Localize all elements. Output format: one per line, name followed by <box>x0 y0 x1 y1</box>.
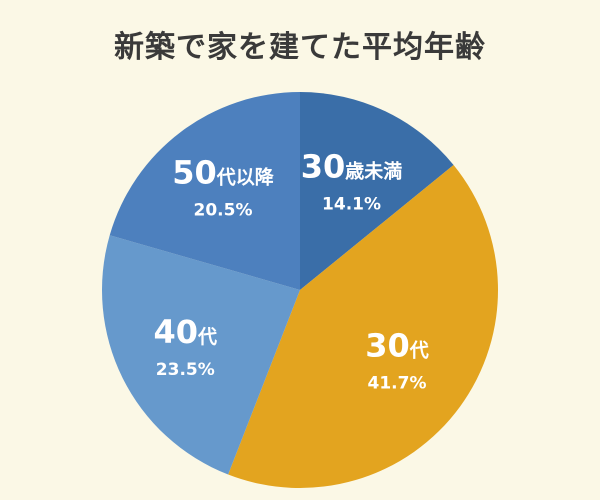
slice-category-label-3: 40代 <box>154 313 218 351</box>
slice-category-label-4: 50代以降 <box>172 154 275 192</box>
slice-category-label-1: 30歳未満 <box>301 148 403 186</box>
chart-title: 新築で家を建てた平均年齢 <box>114 30 486 65</box>
slice-category-label-2: 30代 <box>365 327 429 365</box>
pie-slice-2 <box>228 165 499 488</box>
slice-value-label-2: 41.7% <box>368 374 427 394</box>
slice-value-label-4: 20.5% <box>194 201 253 221</box>
pie-slice-4 <box>109 92 300 290</box>
pie-slice-3 <box>102 235 300 475</box>
pie-slice-1 <box>300 92 454 290</box>
slice-value-label-1: 14.1% <box>322 195 381 215</box>
slice-value-label-3: 23.5% <box>156 360 215 380</box>
